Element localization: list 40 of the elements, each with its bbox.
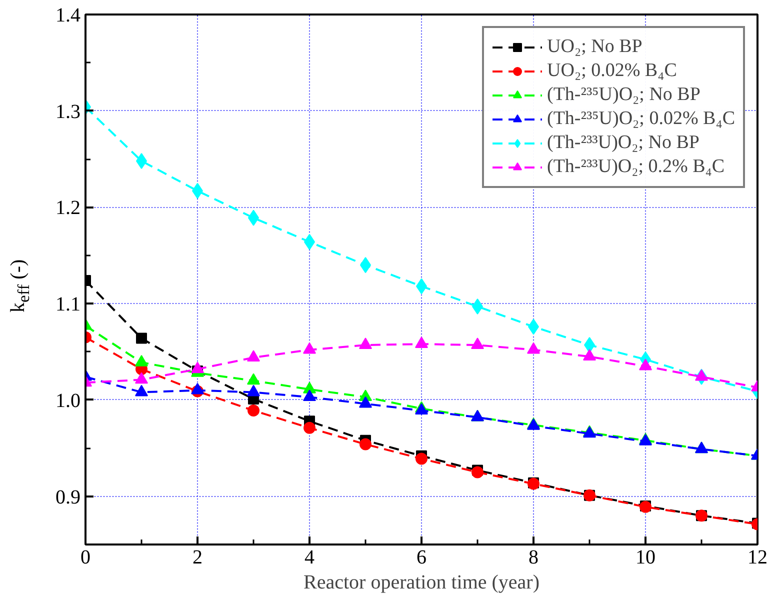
y-tick-label: 1.3 <box>56 100 80 123</box>
point <box>359 396 372 408</box>
point <box>639 358 652 370</box>
point <box>135 354 148 366</box>
point <box>695 369 708 381</box>
x-axis-title: Reactor operation time (year) <box>304 572 540 594</box>
y-tick-label: 1.1 <box>56 294 80 316</box>
legend-label: UO₂; No BP <box>547 36 642 58</box>
legend-label: (Th-²³³U)O₂; No BP <box>547 132 700 154</box>
point <box>415 336 428 348</box>
x-tick-label: 0 <box>80 546 90 568</box>
legend-label: (Th-²³³U)O₂; 0.2% B₄C <box>547 156 725 178</box>
x-tick-label: 8 <box>528 546 538 568</box>
x-tick-label: 2 <box>192 546 202 568</box>
y-tick-label: 1.4 <box>56 4 80 26</box>
point <box>135 372 148 384</box>
legend-label: (Th-²³⁵U)O₂; No BP <box>547 84 700 106</box>
point <box>247 373 260 385</box>
x-tick-label: 10 <box>636 546 656 568</box>
x-tick-label: 4 <box>304 546 314 568</box>
y-tick-label: 0.9 <box>56 486 80 508</box>
point <box>136 332 147 344</box>
point <box>247 350 260 362</box>
point <box>359 338 372 349</box>
point <box>247 384 260 396</box>
point <box>191 382 204 394</box>
point <box>527 342 540 354</box>
point <box>135 384 148 396</box>
x-tick-label: 12 <box>748 546 768 568</box>
point <box>303 342 316 354</box>
point <box>191 362 204 374</box>
y-tick-label: 1.0 <box>56 390 80 412</box>
point <box>471 338 484 349</box>
point <box>583 349 596 361</box>
point <box>304 422 316 434</box>
x-tick-label: 6 <box>416 546 426 568</box>
y-tick-label: 1.2 <box>56 197 80 220</box>
legend-label: (Th-²³⁵U)O₂; 0.02% B₄C <box>547 108 735 130</box>
point <box>303 390 316 402</box>
legend-label: UO₂; 0.02% B₄C <box>547 60 677 82</box>
